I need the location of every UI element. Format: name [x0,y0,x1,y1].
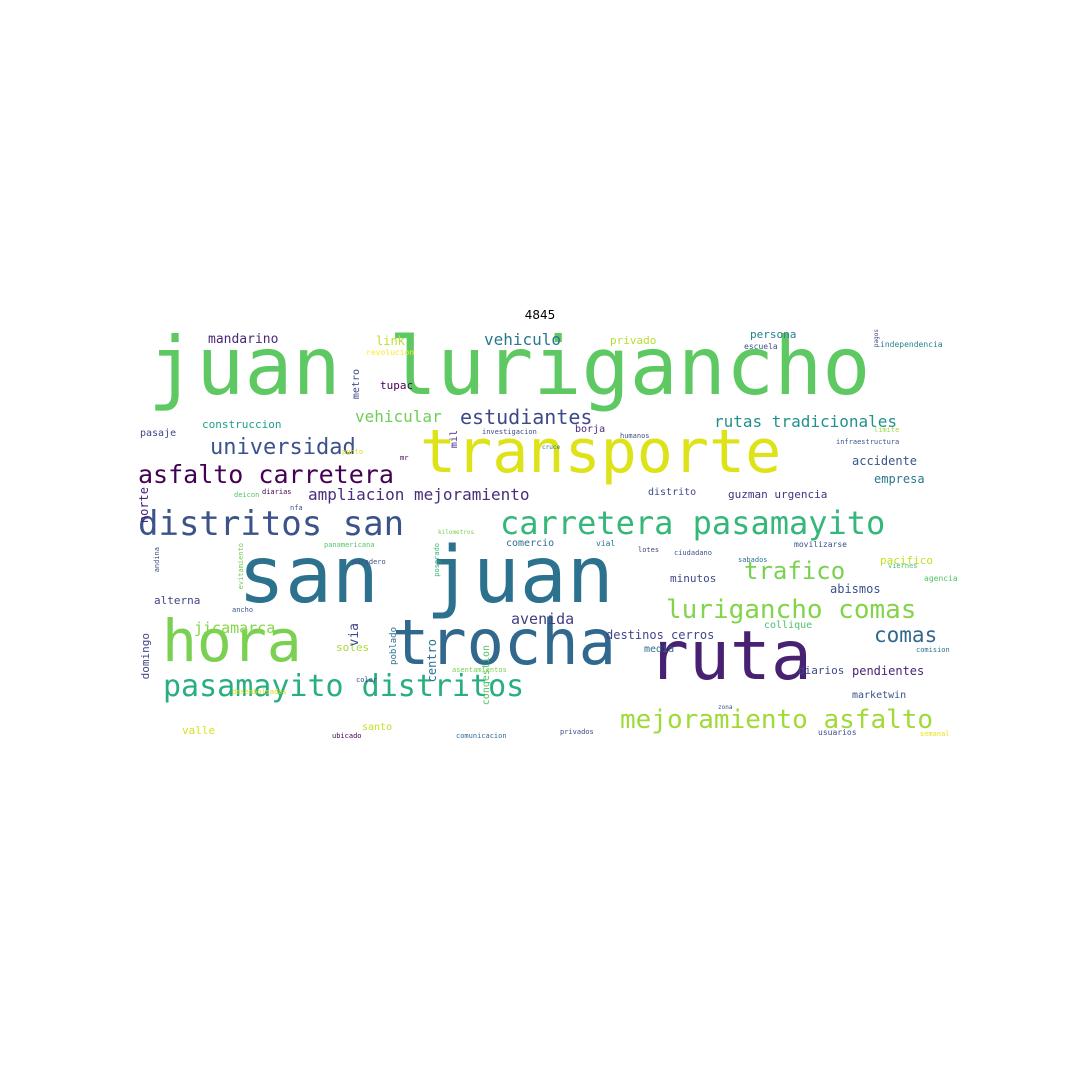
word: deicon [234,491,260,499]
word: nfa [290,504,303,512]
word: ubicado [332,732,362,740]
word: lotes [638,546,660,554]
word: ampliacion mejoramiento [308,485,530,504]
word: collique [764,620,813,631]
word: comunicacion [456,732,507,740]
word: color [356,676,378,684]
word: vial [596,539,616,548]
word: universidad [210,435,356,460]
word: media [644,644,675,655]
word: via [347,623,362,647]
word: minutos [670,572,717,585]
word: estudiantes [460,405,593,429]
word: humanos [620,432,650,440]
word-cloud: juan lurigancho transporte san juan hora… [138,327,962,739]
word: cruce [542,444,561,451]
word: ciudadano [674,549,712,557]
word: asfalto carretera [138,460,394,489]
word: pacifico [880,554,933,567]
word: valle [182,724,216,737]
word: distrito [648,487,697,498]
word: norte [138,487,151,524]
word: revolucion [366,348,415,357]
word: viernes [888,562,918,570]
word: diarios [798,664,845,677]
word: vehiculo [484,330,562,349]
word: comision [916,646,950,654]
word: santo [362,722,393,733]
word: pasaje [140,428,177,439]
word: hora [162,607,302,675]
word: pasamayito distritos [163,669,525,704]
word: trafico [744,557,846,585]
word: sabados [738,556,768,564]
word: guzman urgencia [728,488,828,501]
word: semanal [920,730,950,738]
word: poblado [389,627,399,665]
word: borja [575,424,606,435]
word: privados [560,728,594,736]
word: juan lurigancho [148,327,871,413]
word: jicamarca [194,619,276,637]
word: investigacion [482,428,537,436]
word: mejoramiento asfalto [620,705,934,735]
word: centro [425,639,439,683]
word: persona [750,328,797,341]
word: tupac [380,379,414,392]
word: diarias [262,488,292,496]
word: avenida [511,610,575,628]
word: comas [874,623,938,647]
word: panamericana [324,541,375,549]
figure-title: 4845 [524,308,556,322]
word: alterna [154,594,201,607]
word: desembolsados [232,688,287,696]
word: destinos cerros [606,628,715,642]
word: pendientes [852,664,925,678]
word: san juan [238,531,614,621]
word: zona [718,704,733,711]
word: metro [351,369,362,400]
word: paradero [352,558,386,566]
word: link [376,334,405,348]
word: privado [610,334,657,347]
word: escuela [744,342,778,351]
word: trocha [392,606,616,679]
word: rutas tradicionales [714,412,898,431]
word: distritos san [138,504,405,544]
word: empresa [874,472,925,486]
word: carretera pasamayito [500,504,886,542]
word: kilometros [438,529,475,536]
word: evitamiento [237,543,245,590]
word: lurigancho comas [666,595,917,625]
word: andina [153,547,161,573]
word: independencia [880,340,943,349]
word: construccion [202,418,282,431]
word: marketwin [852,690,907,701]
word: mil [449,430,460,449]
word: comercio [506,538,555,549]
word: domingo [139,633,152,680]
word: ancho [232,606,254,614]
word: pagos [873,329,880,348]
word: movilizarse [794,540,847,549]
word: soles [336,641,370,654]
word: mr [400,454,409,462]
word: posgrado [433,543,441,577]
word: usuarios [818,728,857,737]
word: congestion [481,645,492,706]
word: accidente [852,454,918,468]
word: asentamientos [452,666,507,674]
word: infraestructura [836,438,900,446]
word: mandarino [208,332,279,347]
word: ruta [648,617,812,696]
word: punto [342,448,364,456]
word: limite [874,426,900,434]
word: agencia [924,574,958,583]
word: vehicular [355,407,442,426]
word: abismos [830,582,881,596]
word: transporte [420,417,782,487]
